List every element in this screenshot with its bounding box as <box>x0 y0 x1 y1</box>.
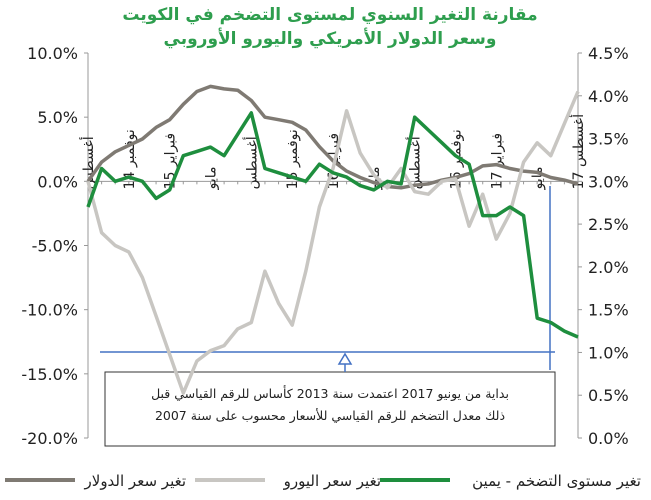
chart-title: وسعر الدولار الأمريكي واليورو الأوروبي <box>164 28 497 49</box>
y2-tick-label: 2.0% <box>588 258 629 277</box>
annotation-arrow <box>337 352 353 365</box>
legend-label: تغير سعر الدولار <box>84 472 186 490</box>
x-tick-label: مايو <box>204 166 220 190</box>
y-tick-label: 0.0% <box>37 172 78 191</box>
y2-tick-label: 0.0% <box>588 429 629 448</box>
y2-tick-label: 3.5% <box>588 130 629 149</box>
y2-tick-label: 1.5% <box>588 301 629 320</box>
y-tick-label: -10.0% <box>21 301 78 320</box>
series-line <box>86 84 579 190</box>
x-tick-label: نوفمبر 15 <box>285 129 301 189</box>
legend-label: تغير مستوى التضخم - يمين <box>472 472 641 490</box>
x-tick-label: فبراير 17 <box>489 133 505 189</box>
series-line <box>86 111 579 339</box>
x-tick-label: أغسطس 17 <box>569 114 587 189</box>
x-tick-label: أغسطس <box>242 136 260 189</box>
y2-tick-label: 0.5% <box>588 386 629 405</box>
y2-tick-label: 4.0% <box>588 87 629 106</box>
legend-label: تغير سعر اليورو <box>283 472 381 490</box>
y2-tick-label: 2.5% <box>588 215 629 234</box>
y-tick-label: -20.0% <box>21 429 78 448</box>
x-tick-label: أغسطس <box>406 136 424 189</box>
x-tick-label: فبراير 15 <box>163 133 179 189</box>
y2-tick-label: 3.0% <box>588 172 629 191</box>
x-tick-label: مايو <box>530 166 546 190</box>
y2-tick-label: 4.5% <box>588 44 629 63</box>
series-line <box>86 90 580 395</box>
annotation-text: بداية من يونيو 2017 اعتمدت سنة 2013 كأسا… <box>151 385 509 402</box>
chart-title: مقارنة التغير السنوي لمستوى التضخم في ال… <box>122 5 537 25</box>
annotation-text: ذلك معدل التضخم للرقم القياسي للأسعار مح… <box>155 408 505 424</box>
y-tick-label: 10.0% <box>27 44 78 63</box>
y-tick-label: -5.0% <box>32 237 78 256</box>
y2-tick-label: 1.0% <box>588 343 629 362</box>
y-tick-label: -15.0% <box>21 365 78 384</box>
y-tick-label: 5.0% <box>37 108 78 127</box>
